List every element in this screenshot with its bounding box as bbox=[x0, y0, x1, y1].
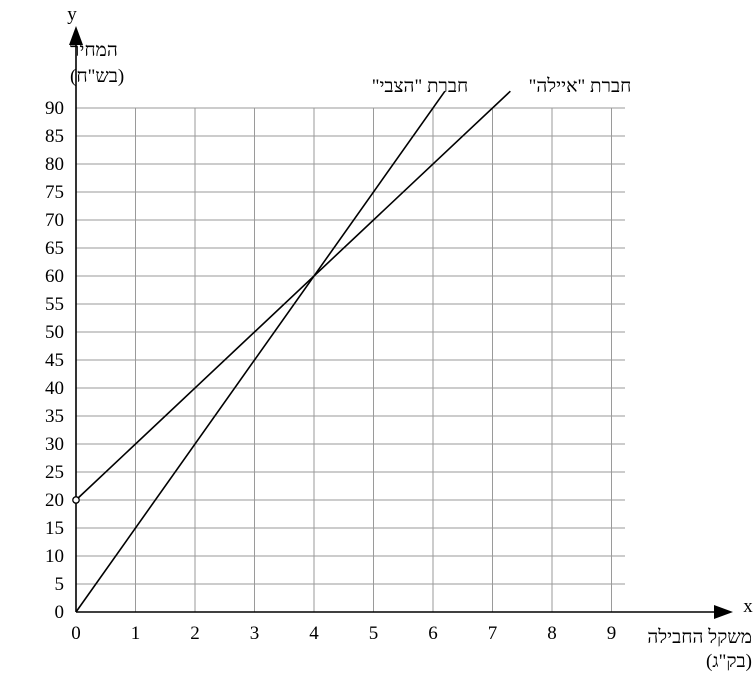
y-tick-label: 90 bbox=[45, 98, 64, 119]
y-tick-label: 75 bbox=[45, 182, 64, 203]
y-tick-label: 55 bbox=[45, 294, 64, 315]
y-tick-label: 25 bbox=[45, 462, 64, 483]
x-tick-label: 4 bbox=[309, 623, 319, 644]
y-tick-label: 0 bbox=[55, 602, 65, 623]
series-label-ayala: חברת "איילה" bbox=[529, 76, 632, 97]
y-axis-label-line2: (בש"ח) bbox=[70, 66, 124, 87]
x-tick-label: 3 bbox=[250, 623, 260, 644]
grid bbox=[76, 107, 625, 612]
y-tick-label: 60 bbox=[45, 266, 64, 287]
y-axis-label-line1: המחיר bbox=[70, 40, 118, 61]
series-line-tsvi bbox=[75, 90, 446, 613]
x-tick-label: 8 bbox=[547, 623, 557, 644]
x-tick-label: 6 bbox=[428, 623, 438, 644]
y-tick-label: 40 bbox=[45, 378, 64, 399]
x-tick-label: 1 bbox=[131, 623, 141, 644]
y-tick-label: 70 bbox=[45, 210, 64, 231]
x-axis-label-line2: (בק"ג) bbox=[706, 651, 752, 672]
y-tick-label: 30 bbox=[45, 434, 64, 455]
tick-labels: 0 1 2 3 4 5 6 7 8 9051015202530354045505560657075… bbox=[45, 98, 616, 644]
y-tick-label: 45 bbox=[45, 350, 64, 371]
y-tick-label: 85 bbox=[45, 126, 64, 147]
y-axis-letter: y bbox=[67, 4, 77, 25]
y-tick-label: 50 bbox=[45, 322, 64, 343]
y-tick-label: 10 bbox=[45, 546, 64, 567]
axes bbox=[69, 26, 733, 619]
y-tick-label: 80 bbox=[45, 154, 64, 175]
y-axis-arrow bbox=[69, 26, 83, 45]
series-lines bbox=[72, 90, 511, 613]
y-tick-label: 65 bbox=[45, 238, 64, 259]
open-start-point bbox=[72, 496, 80, 504]
y-tick-label: 35 bbox=[45, 406, 64, 427]
x-tick-label: 0 bbox=[71, 623, 81, 644]
x-tick-label: 7 bbox=[488, 623, 498, 644]
x-tick-label: 2 bbox=[190, 623, 200, 644]
x-axis-letter: x bbox=[743, 596, 753, 617]
x-axis-arrow bbox=[714, 605, 733, 619]
x-tick-label: 5 bbox=[369, 623, 379, 644]
x-tick-label: 9 bbox=[607, 623, 617, 644]
y-tick-label: 15 bbox=[45, 518, 64, 539]
series-line-ayala bbox=[75, 90, 511, 501]
series-label-tsvi: חברת "הצבי" bbox=[372, 76, 469, 97]
y-tick-label: 20 bbox=[45, 490, 64, 511]
y-tick-label: 5 bbox=[55, 574, 65, 595]
x-axis-label-line1: משקל החבילה bbox=[647, 627, 752, 648]
